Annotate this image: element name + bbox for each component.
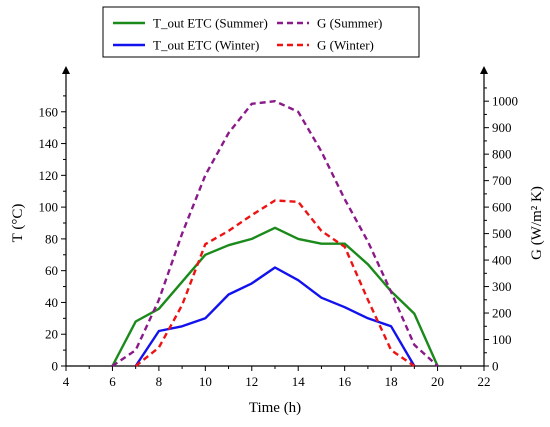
x-tick-label: 10 xyxy=(199,374,212,389)
y-right-tick-label: 900 xyxy=(492,120,512,135)
y-left-tick-label: 120 xyxy=(39,168,59,183)
x-tick-label: 16 xyxy=(338,374,352,389)
y-right-tick-label: 200 xyxy=(492,306,512,321)
y-right-tick-label: 700 xyxy=(492,173,512,188)
y-right-tick-label: 100 xyxy=(492,332,512,347)
x-tick-label: 6 xyxy=(109,374,116,389)
series-line-0 xyxy=(111,226,439,367)
y-left-tick-label: 0 xyxy=(52,359,59,374)
y-axis-left-title: T (°C) xyxy=(10,204,26,243)
y-left-tick-label: 60 xyxy=(45,263,58,278)
y-left-tick-label: 140 xyxy=(39,136,59,151)
y-right-tick-label: 400 xyxy=(492,253,512,268)
y-right-tick-label: 0 xyxy=(492,359,499,374)
legend-label: T_out ETC (Summer) xyxy=(153,16,268,31)
y-right-tick-label: 1000 xyxy=(492,94,518,109)
x-tick-label: 20 xyxy=(431,374,444,389)
x-tick-label: 12 xyxy=(245,374,258,389)
y-left-tick-label: 160 xyxy=(39,104,59,119)
legend-box xyxy=(102,6,420,58)
series-line-1 xyxy=(134,266,416,367)
axes-layer xyxy=(61,66,489,371)
y-right-tick-label: 600 xyxy=(492,200,512,215)
y-axis-right-title: G (W/m² K) xyxy=(529,186,545,260)
x-tick-label: 14 xyxy=(292,374,306,389)
legend-label: G (Winter) xyxy=(317,38,374,53)
legend: T_out ETC (Summer) T_out ETC (Winter) G (S… xyxy=(102,6,420,58)
x-tick-label: 4 xyxy=(63,374,70,389)
x-tick-label: 18 xyxy=(385,374,398,389)
x-axis-title: Time (h) xyxy=(249,400,301,416)
legend-label: G (Summer) xyxy=(317,16,382,31)
y-right-tick-label: 500 xyxy=(492,226,512,241)
series-layer xyxy=(111,99,439,367)
series-line-3 xyxy=(134,199,415,367)
legend-label: T_out ETC (Winter) xyxy=(153,38,259,53)
x-tick-label: 8 xyxy=(156,374,163,389)
y-left-tick-label: 40 xyxy=(45,295,58,310)
y-left-tick-label: 20 xyxy=(45,327,58,342)
y-right-tick-label: 300 xyxy=(492,279,512,294)
y-axis-right-arrow xyxy=(480,66,488,74)
y-left-tick-label: 100 xyxy=(39,200,59,215)
y-left-tick-label: 80 xyxy=(45,231,58,246)
labels-layer: 4 6 8 10 12 14 16 18 20 2202040608010012014016001… xyxy=(10,94,545,416)
y-axis-left-arrow xyxy=(62,66,70,74)
series-line-2 xyxy=(111,99,439,367)
x-tick-label: 22 xyxy=(478,374,491,389)
y-right-tick-label: 800 xyxy=(492,147,512,162)
